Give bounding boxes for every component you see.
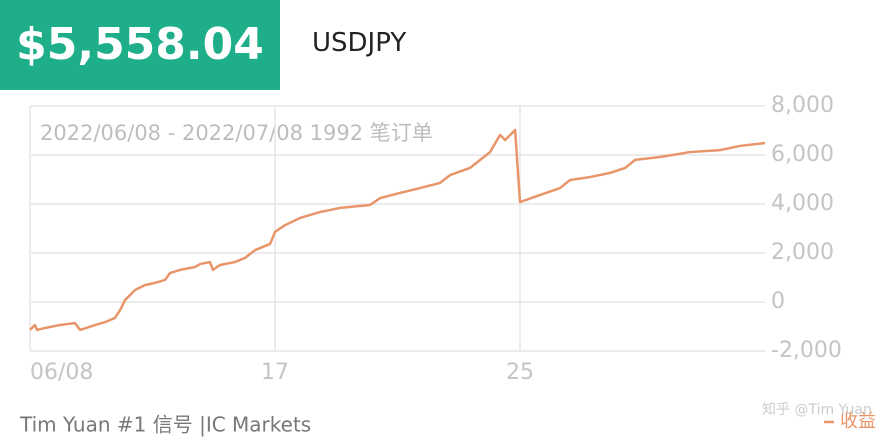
- x-tick-label: 25: [506, 360, 534, 385]
- y-tick-label: 6,000: [771, 142, 834, 167]
- x-tick-label: 17: [261, 360, 289, 385]
- legend-label: 收益: [840, 411, 876, 432]
- y-tick-label: 0: [771, 289, 785, 314]
- annotation: 2022/06/08 - 2022/07/08 1992 笔订单: [40, 121, 433, 145]
- y-tick-label: 2,000: [771, 240, 834, 265]
- x-tick-label: 06/08: [30, 360, 93, 385]
- y-tick-label: 4,000: [771, 191, 834, 216]
- y-tick-label: 8,000: [771, 93, 834, 118]
- symbol: USDJPY: [312, 28, 407, 58]
- y-tick-label: -2,000: [771, 338, 842, 363]
- line: [29, 128, 766, 332]
- source: Tim Yuan #1 信号 |IC Markets: [19, 413, 311, 437]
- balance: $5,558.04: [0, 0, 280, 90]
- watermark: 知乎 @Tim Yuan: [762, 401, 872, 418]
